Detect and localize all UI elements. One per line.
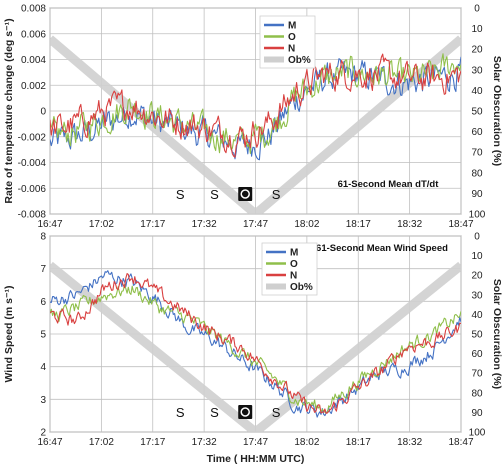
y-tick-label: -0.006	[18, 184, 47, 195]
y2-tick-label: 10	[471, 251, 483, 262]
y2-tick-label: 30	[471, 290, 483, 301]
chart-annotation: 61-Second Mean dT/dt	[338, 179, 440, 190]
plot-series	[50, 35, 461, 214]
y-tick-label: 0	[40, 107, 46, 118]
series-O	[50, 53, 461, 154]
y2-tick-label: 20	[471, 45, 483, 56]
legend-entry: Ob%	[290, 282, 313, 293]
x-tick-label: 17:32	[192, 219, 217, 230]
y2-tick-label: 60	[471, 349, 483, 360]
y2-tick-label: 80	[471, 168, 483, 179]
y2-tick-label: 40	[471, 310, 483, 321]
marker-label: S	[210, 405, 219, 420]
eclipse-marker-box	[238, 405, 253, 419]
y-tick-label: 7	[40, 264, 46, 275]
y-tick-label: 3	[40, 395, 46, 406]
y2-tick-label: 70	[471, 148, 483, 159]
y-tick-label: -0.002	[18, 132, 47, 143]
y2-tick-label: 90	[471, 408, 483, 419]
series-obscuration	[50, 35, 461, 214]
y2-tick-label: 50	[471, 330, 483, 341]
legend-entry: Ob%	[288, 55, 311, 66]
y-tick-label: 0.006	[21, 29, 46, 40]
x-tick-label: 17:47	[243, 437, 268, 448]
chart-annotation: 61-Second Mean Wind Speed	[316, 243, 448, 254]
y-axis-label: Wind Speed (m s⁻¹)	[3, 285, 15, 382]
y2-axis-label: Solar Obscuration (%)	[491, 56, 502, 166]
x-tick-label: 17:47	[243, 219, 268, 230]
y2-tick-label: 90	[471, 189, 483, 200]
y2-tick-label: 30	[471, 65, 483, 76]
chart-panel-2: 8 7 6 5 4 3 216:47 17:02 17:17 17:32 17:47 18:02 18:…	[3, 232, 502, 466]
x-tick-label: 17:32	[192, 437, 217, 448]
y-tick-label: -0.004	[18, 158, 47, 169]
y2-tick-label: 10	[471, 24, 483, 35]
x-tick-label: 17:02	[89, 219, 114, 230]
y-tick-label: 5	[40, 330, 46, 341]
legend-entry: N	[290, 271, 297, 282]
x-tick-label: 18:47	[448, 219, 473, 230]
x-tick-label: 18:02	[294, 437, 319, 448]
x-tick-label: 17:02	[89, 437, 114, 448]
y-tick-label: 6	[40, 297, 46, 308]
y2-tick-label: 100	[469, 428, 486, 439]
y-tick-label: 4	[40, 362, 46, 373]
chart-panel-1: 0.008 0.006 0.004 0.002 0 -0.002 -0.004 -0.006 -…	[3, 4, 502, 231]
x-tick-label: 16:47	[37, 437, 62, 448]
y2-tick-label: 60	[471, 127, 483, 138]
legend-entry: N	[288, 44, 295, 55]
y-tick-label: 0.002	[21, 81, 46, 92]
eclipse-marker-box	[238, 187, 253, 201]
legend-entry: M	[288, 21, 296, 32]
y-tick-label: 8	[40, 232, 46, 243]
x-tick-label: 17:17	[140, 219, 165, 230]
marker-label: S	[210, 187, 219, 202]
legend-entry: O	[288, 32, 296, 43]
x-tick-label: 18:17	[346, 437, 371, 448]
y2-tick-label: 70	[471, 369, 483, 380]
series-N	[50, 53, 461, 158]
series-N	[50, 273, 461, 414]
plot-series	[50, 261, 461, 432]
y2-axis-label: Solar Obscuration (%)	[491, 279, 502, 389]
y2-tick-label: 0	[474, 232, 480, 243]
y2-tick-label: 40	[471, 86, 483, 97]
y2-tick-label: 80	[471, 388, 483, 399]
x-tick-label: 18:17	[346, 219, 371, 230]
marker-label: S	[176, 187, 185, 202]
legend-entry: M	[290, 248, 298, 259]
series-M	[50, 270, 461, 418]
marker-label: S	[272, 405, 281, 420]
series-M	[50, 56, 461, 161]
series-obscuration	[50, 261, 461, 432]
x-tick-label: 18:47	[448, 437, 473, 448]
x-tick-label: 18:32	[397, 437, 422, 448]
x-tick-label: 18:02	[294, 219, 319, 230]
y2-tick-label: 100	[469, 210, 486, 221]
legend-entry: O	[290, 259, 298, 270]
y2-tick-label: 0	[474, 4, 480, 15]
y-tick-label: 0.004	[21, 55, 46, 66]
y2-tick-label: 50	[471, 107, 483, 118]
eclipse-marker-icon	[240, 407, 250, 417]
y2-tick-label: 20	[471, 271, 483, 282]
y-axis-label: Rate of temperature change (deg s⁻¹)	[3, 18, 15, 203]
y-tick-label: 2	[40, 428, 46, 439]
x-axis-label: Time ( HH:MM UTC)	[207, 453, 305, 465]
eclipse-marker-icon	[240, 189, 250, 199]
x-tick-label: 18:32	[397, 219, 422, 230]
marker-label: S	[272, 187, 281, 202]
marker-label: S	[176, 405, 185, 420]
y-tick-label: 0.008	[21, 4, 46, 15]
x-tick-label: 16:47	[37, 219, 62, 230]
x-tick-label: 17:17	[140, 437, 165, 448]
y-tick-label: -0.008	[18, 210, 47, 221]
